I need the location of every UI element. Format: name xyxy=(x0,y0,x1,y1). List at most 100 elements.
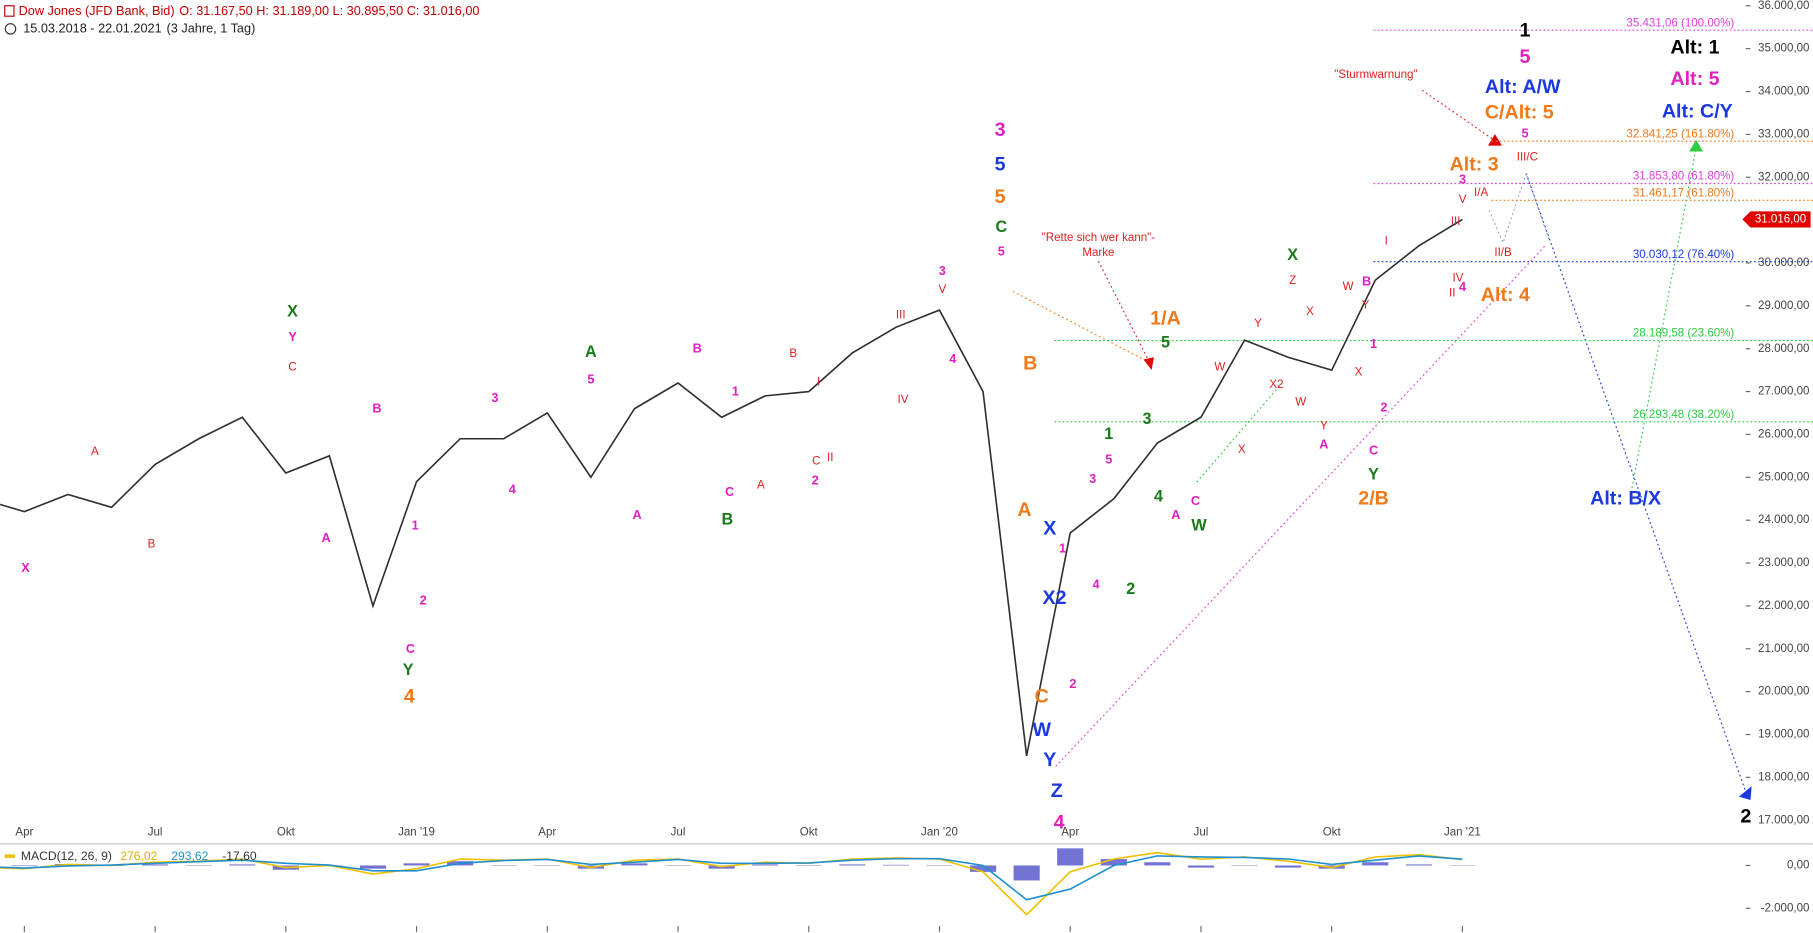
wave-label: A xyxy=(585,343,597,361)
fib-level-label: 26.293,48 (38.20%) xyxy=(1633,409,1735,421)
wave-label: 4 xyxy=(509,482,516,497)
wave-label: 5 xyxy=(995,186,1006,208)
price-plot xyxy=(0,218,1463,757)
y-tick-label: 21.000,00 xyxy=(1758,643,1809,655)
wave-label: X2 xyxy=(1269,379,1283,391)
wave-label: 2 xyxy=(1380,399,1387,414)
wave-label: 3 xyxy=(995,119,1006,141)
macd-histogram-bar xyxy=(142,864,169,866)
macd-histogram-bar xyxy=(1362,862,1389,866)
y-tick-label: 17.000,00 xyxy=(1758,814,1809,826)
wave-label: A xyxy=(1319,436,1328,451)
wave-label: II/B xyxy=(1494,247,1512,259)
arrow-line xyxy=(1421,89,1495,141)
wave-label: Alt: 1 xyxy=(1670,37,1719,59)
wave-label: X xyxy=(1238,444,1246,456)
trend-line xyxy=(1055,244,1547,767)
macd-histogram-bar xyxy=(1013,865,1040,881)
wave-label: 3 xyxy=(1142,410,1151,428)
macd-histogram-bar xyxy=(1144,862,1171,866)
macd-histogram-bar xyxy=(621,863,648,866)
macd-histogram-bar xyxy=(1187,865,1215,868)
wave-label: 1 xyxy=(1059,541,1066,556)
wave-label: 4 xyxy=(949,351,956,366)
wave-label: 4 xyxy=(1093,576,1100,591)
price-tag-label: 31.016,00 xyxy=(1755,213,1806,225)
ohlc-values: O: 31.167,50 H: 31.189,00 L: 30.895,50 C… xyxy=(179,3,479,18)
wave-label: C xyxy=(1191,493,1200,508)
wave-label: C xyxy=(812,455,820,467)
y-tick-label: 27.000,00 xyxy=(1758,386,1809,398)
projection-line xyxy=(1525,173,1747,793)
wave-label: W xyxy=(1295,396,1306,408)
projection-line xyxy=(1629,147,1697,498)
wave-label: Y xyxy=(403,661,414,679)
macd-histogram-bar xyxy=(752,864,779,866)
y-tick-label: 32.000,00 xyxy=(1758,171,1809,183)
wave-label: 2 xyxy=(1740,806,1751,828)
x-tick-label: Okt xyxy=(800,826,819,838)
wave-label: X xyxy=(1306,306,1314,318)
wave-label: Marke xyxy=(1082,247,1114,259)
wave-label: 5 xyxy=(998,243,1005,258)
wave-label: Y xyxy=(1043,749,1056,771)
wave-label: A xyxy=(1171,507,1180,522)
y-tick-label: 34.000,00 xyxy=(1758,86,1809,98)
wave-label: 5 xyxy=(1105,452,1112,467)
wave-label: B xyxy=(148,539,156,551)
wave-label: W xyxy=(1343,281,1354,293)
macd-plot xyxy=(0,848,1476,916)
wave-label: 2 xyxy=(812,472,819,487)
wave-label: II xyxy=(1449,288,1455,300)
wave-label: 5 xyxy=(995,154,1006,176)
wave-label: 3 xyxy=(491,390,498,405)
macd-line xyxy=(0,851,1463,916)
wave-label: 4 xyxy=(1054,811,1065,833)
wave-label: Y xyxy=(1368,465,1379,483)
wave-label: 5 xyxy=(587,372,594,387)
wave-label: 5 xyxy=(1521,125,1528,140)
wave-label: Y xyxy=(288,329,297,344)
wave-label: Y xyxy=(1362,299,1370,311)
macd-title: MACD(12, 26, 9) xyxy=(21,849,112,863)
wave-label: 2 xyxy=(1069,676,1076,691)
wave-label: 1 xyxy=(1520,19,1531,41)
wave-label: X xyxy=(1355,366,1363,378)
wave-label: A xyxy=(1017,499,1031,521)
y-tick-label: -2.000,00 xyxy=(1761,902,1810,914)
wave-label: III xyxy=(1451,216,1461,228)
wave-label: 3 xyxy=(939,263,946,278)
y-tick-label: 25.000,00 xyxy=(1758,471,1809,483)
clock-icon xyxy=(4,23,17,35)
y-tick-label: 0,00 xyxy=(1787,860,1809,872)
arrow-head xyxy=(1488,134,1502,146)
wave-label: X xyxy=(1043,518,1056,540)
chart-title: Dow Jones (JFD Bank, Bid) xyxy=(19,3,175,18)
y-tick-label: 36.000,00 xyxy=(1758,0,1809,12)
wave-label: 1 xyxy=(1104,425,1113,443)
macd-histogram-bar xyxy=(359,865,387,869)
wave-label: W xyxy=(1191,516,1207,534)
price-tag xyxy=(1742,211,1811,228)
macd-histogram-bar xyxy=(11,865,38,867)
fib-level-label: 30.030,12 (76.40%) xyxy=(1633,249,1735,261)
wave-label: X2 xyxy=(1042,587,1066,609)
y-tick-label: 22.000,00 xyxy=(1758,600,1809,612)
wave-label: C xyxy=(288,362,296,374)
wave-label: A xyxy=(633,507,642,522)
macd-legend-value: 293,62 xyxy=(171,849,208,863)
wave-label: Y xyxy=(1320,421,1328,433)
fib-level-label: 32.841,25 (161.80%) xyxy=(1626,128,1734,140)
wave-label: 1 xyxy=(1370,336,1377,351)
y-tick-label: 23.000,00 xyxy=(1758,557,1809,569)
x-tick-label: Jul xyxy=(1194,826,1209,838)
wave-label: C xyxy=(1369,442,1378,457)
wave-label: 5 xyxy=(1161,334,1170,352)
wave-label: V xyxy=(1459,194,1467,206)
wave-label: C/Alt: 5 xyxy=(1485,101,1554,123)
price-line xyxy=(0,218,1463,757)
wave-label: C xyxy=(406,641,415,656)
wave-label: W xyxy=(1032,719,1051,741)
x-tick-label: Jul xyxy=(671,826,686,838)
